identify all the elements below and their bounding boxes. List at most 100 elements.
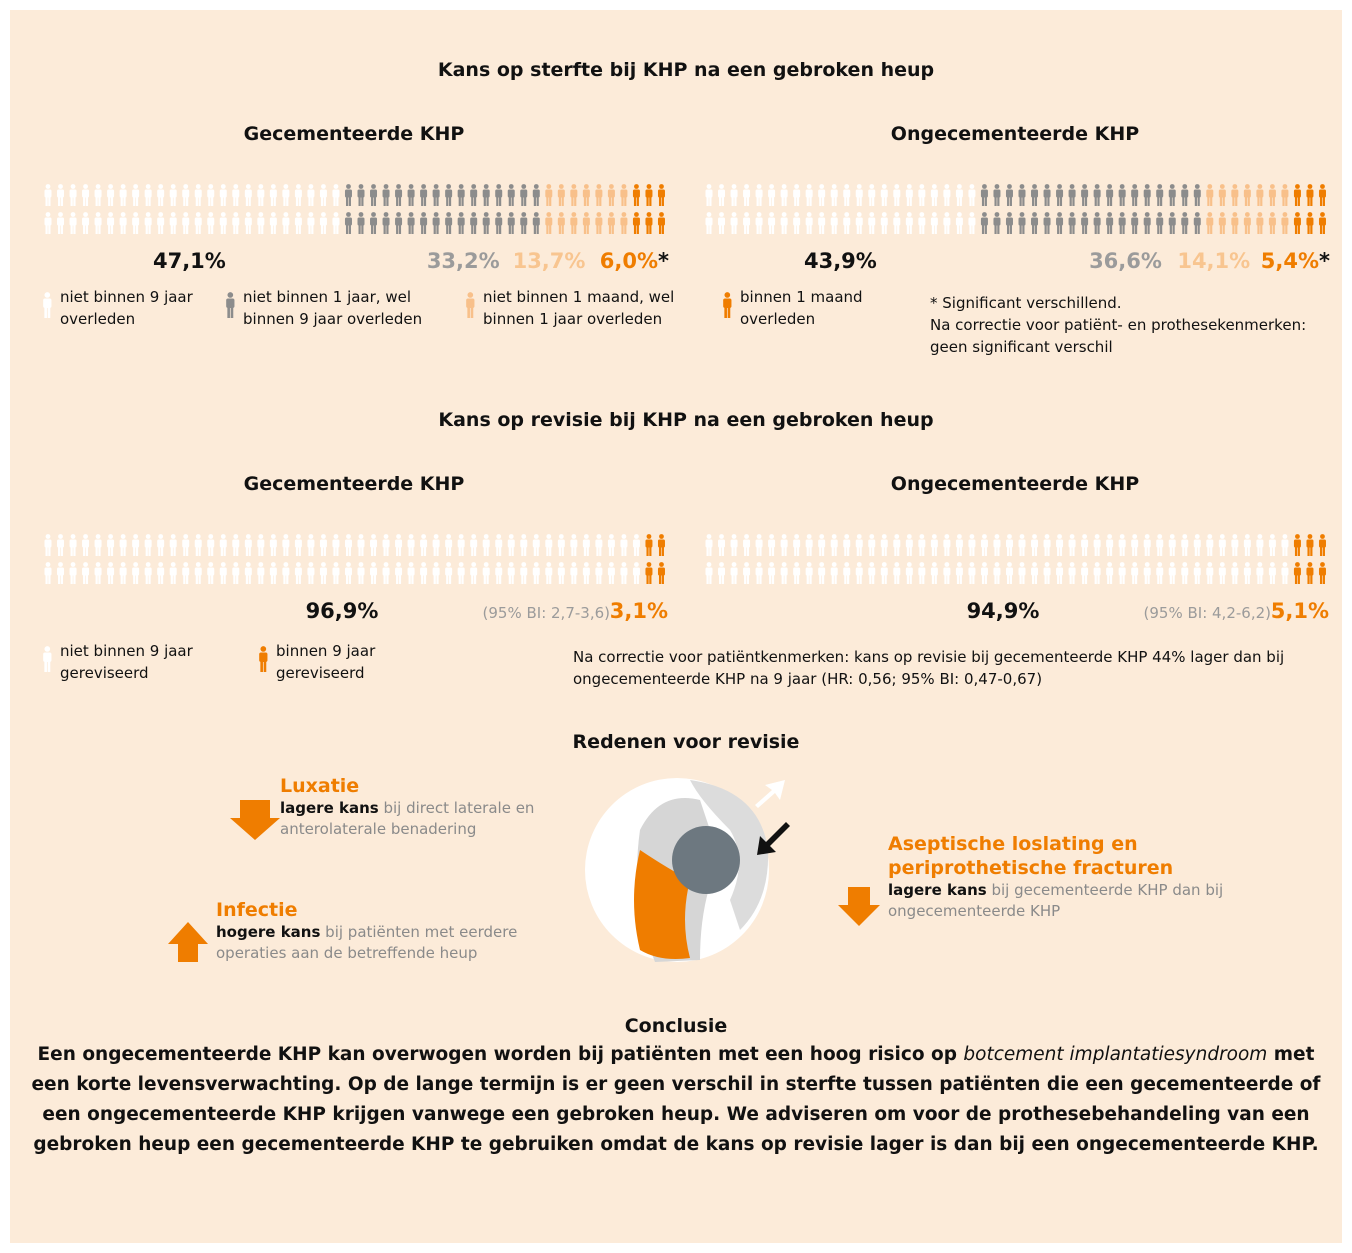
icon-leg — [869, 196, 871, 206]
icon-head — [719, 184, 724, 189]
icon-leg — [1273, 574, 1275, 584]
icon-head — [446, 212, 451, 217]
icon-leg — [221, 574, 223, 584]
icon-leg — [73, 546, 75, 556]
icon-leg — [171, 196, 173, 206]
icon-leg — [246, 196, 248, 206]
icon-head — [857, 212, 862, 217]
icon-leg — [624, 574, 626, 584]
icon-head — [1032, 184, 1037, 189]
icon-leg — [1132, 574, 1134, 584]
reason: Infectiehogere kans bij patiënten met ee… — [216, 898, 546, 964]
icon-leg — [336, 224, 338, 234]
icon-leg — [1207, 574, 1209, 584]
icon-head — [1057, 534, 1062, 539]
icon-leg — [807, 196, 809, 206]
icon-leg — [1095, 196, 1097, 206]
icon-leg — [584, 196, 586, 206]
section-title: Kans op revisie bij KHP na een gebroken … — [438, 409, 933, 431]
icon-leg — [409, 546, 411, 556]
icon-leg — [1282, 196, 1284, 206]
icon-head — [647, 184, 652, 189]
icon-leg — [133, 546, 135, 556]
icon-head — [1295, 212, 1300, 217]
icon-leg — [449, 196, 451, 206]
icon-leg — [809, 196, 811, 206]
icon-leg — [1097, 224, 1099, 234]
icon-leg — [1295, 574, 1297, 584]
icon-head — [844, 212, 849, 217]
icon-leg — [1157, 574, 1159, 584]
icon-leg — [1057, 546, 1059, 556]
icon-head — [894, 212, 899, 217]
icon-leg — [932, 546, 934, 556]
icon-head — [571, 212, 576, 217]
icon-head — [1007, 534, 1012, 539]
icon-head — [882, 184, 887, 189]
icon-leg — [997, 196, 999, 206]
icon-leg — [1198, 574, 1200, 584]
icon-leg — [1082, 546, 1084, 556]
icon-head — [995, 184, 1000, 189]
icon-head — [807, 212, 812, 217]
icon-head — [982, 562, 987, 567]
icon-leg — [44, 306, 47, 318]
icon-leg — [1060, 546, 1062, 556]
icon-leg — [809, 224, 811, 234]
icon-leg — [1160, 574, 1162, 584]
icon-head — [133, 212, 138, 217]
icon-leg — [260, 660, 263, 672]
icon-head — [571, 184, 576, 189]
icon-leg — [299, 224, 301, 234]
icon-leg — [559, 574, 561, 584]
icon-head — [183, 184, 188, 189]
icon-leg — [728, 306, 731, 318]
icon-head — [634, 212, 639, 217]
icon-head — [970, 212, 975, 217]
icon-head — [283, 212, 288, 217]
icon-leg — [1245, 574, 1247, 584]
icon-leg — [1232, 574, 1234, 584]
icon-head — [434, 184, 439, 189]
icon-head — [1245, 212, 1250, 217]
icon-leg — [123, 224, 125, 234]
icon-leg — [1282, 224, 1284, 234]
icon-leg — [1135, 196, 1137, 206]
icon-head — [471, 562, 476, 567]
icon-head — [409, 562, 414, 567]
icon-leg — [361, 196, 363, 206]
icon-leg — [499, 224, 501, 234]
icon-leg — [349, 574, 351, 584]
icon-head — [1170, 534, 1175, 539]
icon-leg — [571, 224, 573, 234]
icon-leg — [612, 196, 614, 206]
icon-leg — [932, 574, 934, 584]
icon-head — [158, 534, 163, 539]
icon-leg — [847, 574, 849, 584]
icon-head — [1157, 184, 1162, 189]
icon-leg — [1295, 546, 1297, 556]
note: Na correctie voor patiëntkenmerken: kans… — [573, 648, 1284, 666]
icon-leg — [227, 306, 230, 318]
icon-leg — [646, 196, 648, 206]
icon-leg — [972, 224, 974, 234]
icon-head — [782, 184, 787, 189]
icon-leg — [1020, 224, 1022, 234]
icon-leg — [123, 196, 125, 206]
icon-head — [1020, 562, 1025, 567]
icon-leg — [199, 224, 201, 234]
icon-leg — [997, 224, 999, 234]
reason-title: Luxatie — [280, 774, 560, 798]
icon-head — [196, 184, 201, 189]
icon-leg — [1120, 574, 1122, 584]
icon-leg — [624, 196, 626, 206]
icon-head — [146, 534, 151, 539]
icon-head — [171, 184, 176, 189]
icon-head — [521, 212, 526, 217]
icon-leg — [609, 546, 611, 556]
icon-leg — [882, 546, 884, 556]
icon-leg — [1248, 196, 1250, 206]
icon-leg — [982, 224, 984, 234]
icon-head — [1295, 184, 1300, 189]
icon-leg — [649, 574, 651, 584]
